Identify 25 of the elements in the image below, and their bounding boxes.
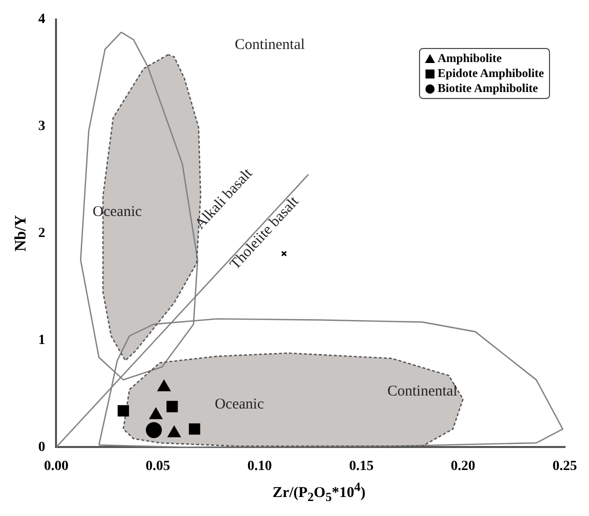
legend-label: Amphibolite	[438, 51, 502, 66]
y-tick-label: 0	[38, 440, 46, 455]
point	[281, 250, 287, 256]
legend-label: Biotite Amphibolite	[438, 81, 538, 96]
x-tick-label: 0.15	[349, 459, 374, 474]
annotation: Oceanic	[214, 396, 264, 412]
x-tick-label: 0.10	[247, 459, 272, 474]
annotation: Continental	[234, 37, 305, 54]
point	[118, 405, 129, 416]
y-axis-title: Nb/Y	[12, 214, 30, 252]
y-tick-label: 1	[38, 332, 46, 348]
x-tick-label: 0.00	[44, 459, 68, 474]
point	[146, 422, 162, 438]
x-tick-label: 0.05	[146, 459, 170, 474]
x-tick-label: 0.25	[552, 459, 577, 474]
point	[166, 400, 178, 412]
y-tick-label: 3	[38, 118, 46, 134]
x-tick-label: 0.20	[450, 459, 476, 474]
point	[188, 423, 200, 435]
y-tick-label: 4	[38, 12, 46, 28]
annotation: Continental	[387, 384, 458, 400]
y-tick-label: 2	[38, 226, 46, 241]
x-axis-title: Zr/(P$_{2}$O$_{5}$*10$^{4}$)	[272, 480, 366, 505]
annotation: Oceanic	[92, 204, 142, 220]
legend-label: Epidote Amphibolite	[438, 66, 544, 81]
